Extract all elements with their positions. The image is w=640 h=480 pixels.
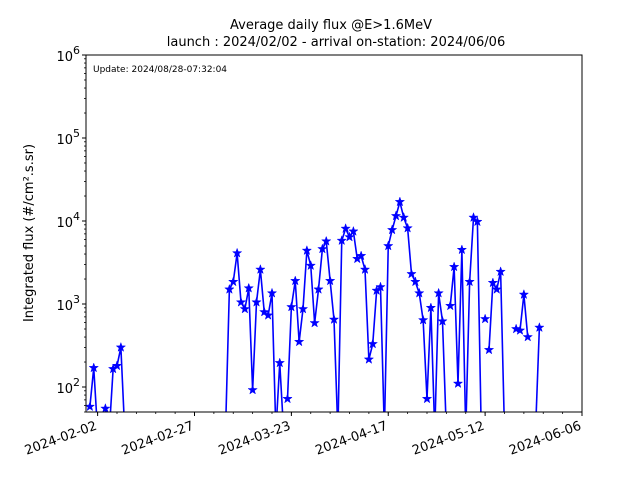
data-point — [495, 266, 506, 277]
chart-subtitle: launch : 2024/02/02 - arrival on-station… — [167, 35, 505, 50]
data-point — [433, 287, 444, 298]
data-point — [444, 300, 456, 311]
data-point — [359, 264, 371, 275]
series-line — [286, 240, 338, 412]
data-point — [348, 225, 359, 236]
axes: 102 103 104 105 106 2024-02-02 2024-02-27 2024-… — [23, 44, 584, 459]
series-line — [465, 216, 482, 412]
data-point — [402, 222, 413, 233]
plot-frame — [85, 54, 583, 413]
data-point — [289, 275, 301, 286]
data-point — [286, 301, 297, 312]
data-point — [301, 245, 313, 256]
data-point — [282, 393, 293, 404]
series-line — [104, 346, 125, 412]
data-point — [320, 235, 332, 246]
data-point — [224, 283, 235, 294]
data-point — [363, 353, 375, 364]
data-point — [410, 276, 421, 287]
data-point — [518, 288, 530, 300]
data-point — [324, 275, 336, 286]
data-point — [425, 302, 437, 313]
plot-area — [86, 196, 545, 412]
data-point — [468, 212, 479, 223]
data-point — [231, 247, 243, 258]
update-annotation: Update: 2024/08/28-07:32:04 — [93, 65, 227, 75]
data-point — [479, 313, 491, 324]
data-point — [382, 240, 394, 251]
y-tick-label: 104 — [56, 210, 80, 231]
data-point — [293, 336, 305, 347]
data-point — [417, 314, 429, 325]
data-point — [487, 277, 499, 288]
x-tick-label: 2024-02-02 — [23, 419, 99, 459]
data-point — [309, 317, 320, 328]
data-point — [413, 287, 425, 298]
data-point — [367, 338, 379, 349]
series-line — [535, 327, 541, 412]
y-tick-label: 103 — [56, 293, 80, 314]
y-tick-label: 106 — [56, 44, 80, 65]
data-point — [317, 243, 328, 254]
data-point — [336, 235, 348, 246]
data-point — [421, 393, 433, 404]
data-point — [398, 212, 410, 223]
data-point — [255, 264, 266, 275]
data-point — [88, 362, 100, 373]
data-point — [115, 341, 127, 352]
data-point — [534, 322, 545, 333]
data-point — [491, 283, 503, 294]
data-point — [227, 276, 239, 287]
x-tick-label: 2024-05-12 — [410, 419, 486, 459]
series-line — [449, 248, 467, 412]
data-point — [514, 324, 526, 335]
data-point — [313, 283, 324, 294]
data-point — [305, 260, 317, 271]
data-point — [464, 276, 475, 287]
data-point — [274, 357, 286, 368]
x-tick-label: 2024-06-06 — [507, 419, 583, 459]
data-point — [328, 313, 340, 325]
data-point — [266, 287, 278, 298]
data-point — [239, 303, 251, 314]
series-line — [337, 227, 385, 412]
x-tick-label: 2024-03-23 — [217, 419, 293, 459]
data-point — [406, 268, 417, 279]
y-axis-label: Integrated flux (#/cm².s.sr) — [22, 144, 37, 322]
data-point — [522, 331, 534, 342]
data-point — [251, 296, 262, 307]
data-point — [375, 281, 386, 292]
data-point — [344, 231, 355, 242]
data-point — [340, 223, 351, 234]
series-line — [434, 292, 447, 412]
data-point — [394, 196, 406, 207]
data-point — [437, 315, 448, 326]
data-point — [100, 402, 111, 412]
data-point — [243, 282, 255, 293]
data-point — [297, 303, 309, 314]
y-tick-label: 102 — [56, 376, 80, 397]
data-point — [235, 296, 247, 307]
data-point — [262, 309, 274, 320]
data-point — [452, 378, 464, 389]
data-point — [111, 360, 123, 371]
x-tick-label: 2024-02-27 — [120, 419, 196, 459]
chart-title: Average daily flux @E>1.6MeV — [230, 18, 432, 33]
data-point — [448, 261, 460, 272]
data-point — [483, 344, 495, 355]
data-point — [86, 401, 96, 412]
data-point — [390, 210, 402, 221]
data-point — [355, 250, 367, 261]
data-point — [456, 244, 468, 255]
data-point — [472, 216, 483, 227]
data-point — [386, 224, 398, 235]
x-tick-label: 2024-04-17 — [313, 419, 389, 459]
y-tick-label: 105 — [56, 127, 80, 148]
data-point — [247, 384, 258, 395]
